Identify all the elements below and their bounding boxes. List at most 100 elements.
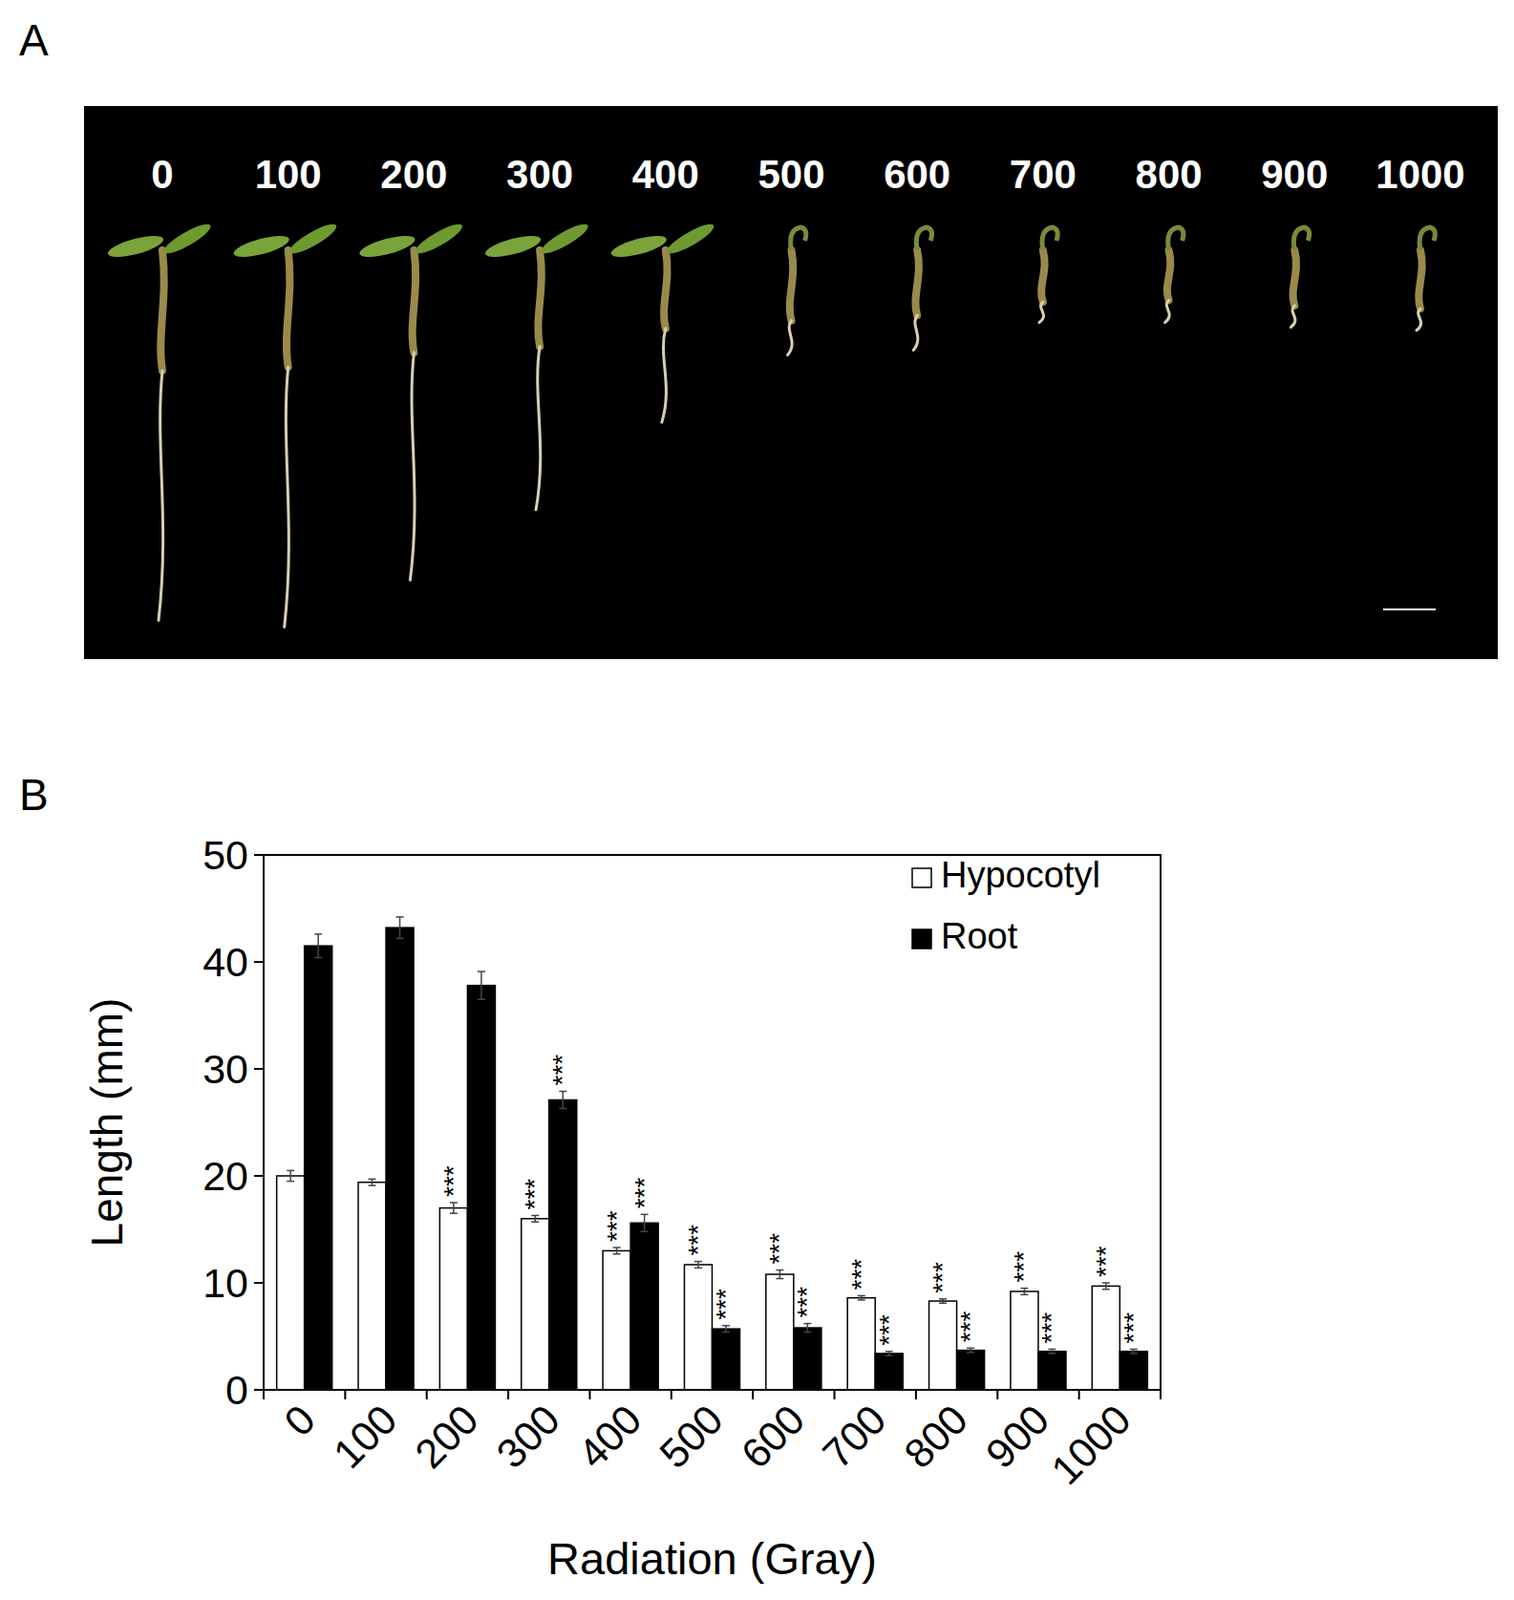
- error-bar: [640, 1214, 649, 1232]
- seedling: [609, 219, 718, 423]
- bar: [439, 1208, 468, 1390]
- error-cap: [640, 1214, 649, 1216]
- bar: [712, 1328, 741, 1390]
- error-cap: [449, 1212, 458, 1215]
- figure: AB01002003004005006007008009001000010203…: [0, 0, 1514, 1600]
- y-axis-title: Length (mm): [82, 998, 132, 1248]
- seedling-hypocotyl: [789, 250, 793, 321]
- seedling-root: [1416, 308, 1422, 331]
- x-axis-title: Radiation (Gray): [547, 1533, 877, 1584]
- dose-label: 0: [150, 151, 173, 197]
- error-cap: [477, 998, 486, 1001]
- bar: [929, 1300, 958, 1390]
- panel-letter: B: [19, 769, 49, 820]
- error-cap: [558, 1090, 567, 1093]
- legend-swatch: [912, 929, 932, 949]
- seedling-root: [535, 346, 541, 511]
- dose-label: 100: [255, 151, 322, 197]
- error-cap: [613, 1246, 621, 1249]
- x-tick-label: 200: [405, 1395, 488, 1477]
- error-cap: [694, 1260, 703, 1263]
- error-bar: [286, 1170, 295, 1181]
- bar: [549, 1099, 577, 1390]
- y-tick-label: 40: [202, 938, 249, 985]
- significance: ***: [1036, 1312, 1067, 1344]
- cotyledon: [1293, 227, 1309, 251]
- bar: [630, 1222, 659, 1390]
- x-tick-label: 800: [895, 1395, 977, 1477]
- seedling: [357, 219, 466, 580]
- x-tick-label: 500: [650, 1395, 732, 1477]
- seedling: [1416, 227, 1435, 331]
- dose-label: 700: [1009, 151, 1077, 197]
- error-cap: [1047, 1348, 1056, 1351]
- bar: [1038, 1351, 1067, 1390]
- error-bar: [1020, 1288, 1028, 1296]
- x-tick: [751, 1389, 754, 1400]
- seedling-root: [788, 320, 793, 356]
- cotyledon: [1042, 227, 1058, 251]
- y-tick: [254, 960, 264, 963]
- error-cap: [558, 1108, 567, 1110]
- error-cap: [722, 1331, 730, 1334]
- x-tick-label: 0: [275, 1395, 324, 1445]
- error-line: [534, 1215, 537, 1222]
- error-line: [697, 1261, 700, 1269]
- seedling-hypocotyl: [1293, 250, 1297, 306]
- error-bar: [694, 1261, 703, 1269]
- legend-entry: Hypocotyl: [912, 854, 1101, 896]
- error-cap: [1102, 1288, 1110, 1291]
- x-tick-label: 1000: [1042, 1395, 1140, 1493]
- dose-label: 200: [380, 151, 448, 197]
- error-cap: [1130, 1348, 1138, 1351]
- significance: ***: [874, 1314, 904, 1346]
- error-line: [562, 1091, 565, 1109]
- error-line: [1105, 1282, 1108, 1290]
- error-cap: [966, 1347, 975, 1350]
- dose-label: 300: [506, 151, 574, 197]
- significance: ***: [547, 1054, 577, 1087]
- plot-frame: [263, 854, 1161, 1390]
- error-cap: [694, 1267, 703, 1270]
- error-cap: [314, 933, 322, 936]
- error-cap: [1047, 1352, 1056, 1355]
- significance: ***: [682, 1224, 713, 1257]
- y-tick: [254, 1067, 264, 1070]
- seedling: [232, 219, 341, 627]
- dose-label: 900: [1260, 151, 1328, 197]
- seedling: [1290, 227, 1309, 328]
- error-line: [779, 1270, 782, 1280]
- error-cap: [368, 1184, 377, 1187]
- seedling-root: [913, 315, 918, 351]
- error-cap: [286, 1180, 295, 1183]
- error-bar: [1102, 1282, 1110, 1290]
- error-cap: [938, 1302, 947, 1305]
- error-cap: [1130, 1352, 1138, 1355]
- x-tick: [670, 1389, 673, 1400]
- error-cap: [857, 1299, 866, 1301]
- error-cap: [938, 1298, 947, 1301]
- panel-letter: A: [19, 15, 49, 65]
- error-line: [371, 1178, 374, 1186]
- error-bar: [722, 1325, 730, 1333]
- error-cap: [722, 1324, 730, 1327]
- bar: [1091, 1285, 1120, 1390]
- significance: ***: [1008, 1251, 1039, 1283]
- error-line: [616, 1247, 619, 1255]
- significance: ***: [601, 1210, 632, 1242]
- cotyledon: [232, 232, 292, 262]
- error-bar: [803, 1323, 811, 1333]
- cotyledon: [286, 219, 340, 258]
- x-tick-label: 100: [324, 1395, 406, 1477]
- cotyledon: [790, 227, 807, 251]
- error-line: [725, 1325, 727, 1333]
- seedling: [106, 219, 214, 621]
- seedling-hypocotyl: [412, 250, 416, 353]
- seedling-root: [409, 352, 415, 580]
- seedling-hypocotyl: [1418, 250, 1422, 309]
- error-line: [452, 1202, 455, 1214]
- error-bar: [314, 934, 322, 959]
- bar: [957, 1350, 985, 1390]
- error-cap: [640, 1230, 649, 1233]
- error-bar: [938, 1299, 947, 1303]
